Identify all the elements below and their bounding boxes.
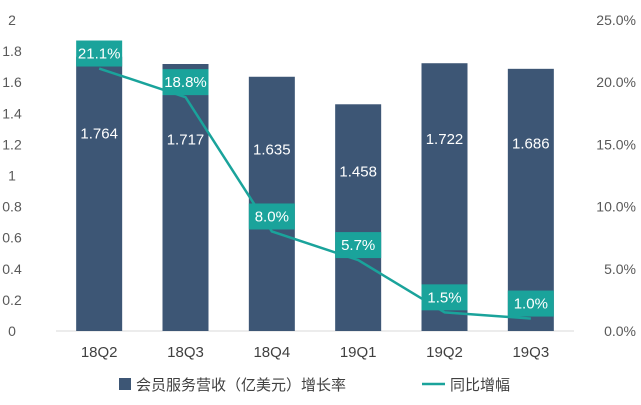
bar-value-label: 1.686: [512, 135, 550, 152]
growth-label: 18.8%: [162, 69, 209, 96]
left-axis-tick-label: 1.4: [2, 105, 22, 121]
x-axis-category-label: 19Q1: [340, 344, 377, 361]
right-axis-tick-label: 0.0%: [604, 323, 636, 339]
left-axis: 0 0.2 0.4 0.6 0.8 1 1.2 1.4 1.6 1.8 2: [2, 12, 22, 339]
x-axis-category-label: 18Q3: [167, 344, 204, 361]
growth-label: 1.5%: [421, 284, 468, 311]
left-axis-tick-label: 0: [8, 323, 16, 339]
right-axis-tick-label: 10.0%: [596, 199, 636, 215]
bar: [76, 56, 123, 331]
growth-label-text: 1.0%: [514, 296, 548, 313]
x-axis: 18Q2 18Q3 18Q4 19Q1 19Q2 19Q3: [81, 344, 549, 361]
growth-label-text: 21.1%: [78, 46, 121, 63]
right-axis: 0.0% 5.0% 10.0% 15.0% 20.0% 25.0%: [596, 12, 636, 339]
growth-label-text: 1.5%: [427, 289, 461, 306]
right-axis-tick-label: 5.0%: [604, 261, 636, 277]
growth-label-box: [162, 69, 209, 96]
growth-label-box: [76, 40, 123, 67]
growth-label: 5.7%: [335, 232, 382, 259]
x-axis-category-label: 18Q4: [253, 344, 290, 361]
line-value-labels: 21.1% 18.8% 8.0% 5.7% 1.5% 1.0%: [76, 40, 554, 317]
bar: [162, 64, 209, 331]
bar-value-labels: 1.764 1.717 1.635 1.458 1.722 1.686: [80, 126, 549, 181]
growth-label-box: [507, 290, 554, 317]
right-axis-tick-label: 25.0%: [596, 12, 636, 28]
legend-bar-label: 会员服务营收（亿美元）增长率: [136, 377, 346, 394]
x-axis-category-label: 18Q2: [81, 344, 118, 361]
bar-value-label: 1.722: [426, 131, 464, 148]
left-axis-tick-label: 0.6: [2, 230, 22, 246]
left-axis-tick-label: 1.6: [2, 74, 22, 90]
bar-value-label: 1.764: [80, 126, 118, 143]
growth-label-box: [421, 284, 468, 311]
left-axis-tick-label: 1.8: [2, 43, 22, 59]
bar-value-label: 1.458: [339, 164, 377, 181]
growth-label: 8.0%: [248, 203, 295, 230]
left-axis-tick-label: 0.2: [2, 292, 22, 308]
x-axis-category-label: 19Q3: [512, 344, 549, 361]
x-axis-category-label: 19Q2: [426, 344, 463, 361]
growth-label-text: 5.7%: [341, 237, 375, 254]
growth-label: 21.1%: [76, 40, 123, 67]
growth-label-text: 18.8%: [164, 74, 207, 91]
left-axis-tick-label: 2: [8, 12, 16, 28]
legend: 会员服务营收（亿美元）增长率 同比增幅: [119, 377, 510, 394]
bar-series: [76, 56, 554, 332]
growth-label-text: 8.0%: [255, 208, 289, 225]
bar: [335, 104, 382, 331]
bar-value-label: 1.635: [253, 142, 291, 159]
growth-label: 1.0%: [507, 290, 554, 317]
left-axis-tick-label: 1: [8, 168, 16, 184]
left-axis-tick-label: 0.8: [2, 199, 22, 215]
growth-label-box: [335, 232, 382, 259]
right-axis-tick-label: 20.0%: [596, 74, 636, 90]
left-axis-tick-label: 1.2: [2, 136, 22, 152]
bar: [507, 68, 554, 332]
left-axis-tick-label: 0.4: [2, 261, 22, 277]
bar-value-label: 1.717: [167, 131, 205, 148]
right-axis-tick-label: 15.0%: [596, 136, 636, 152]
legend-bar-swatch: [119, 378, 131, 390]
growth-label-box: [248, 203, 295, 230]
legend-line-label: 同比增幅: [450, 377, 510, 394]
